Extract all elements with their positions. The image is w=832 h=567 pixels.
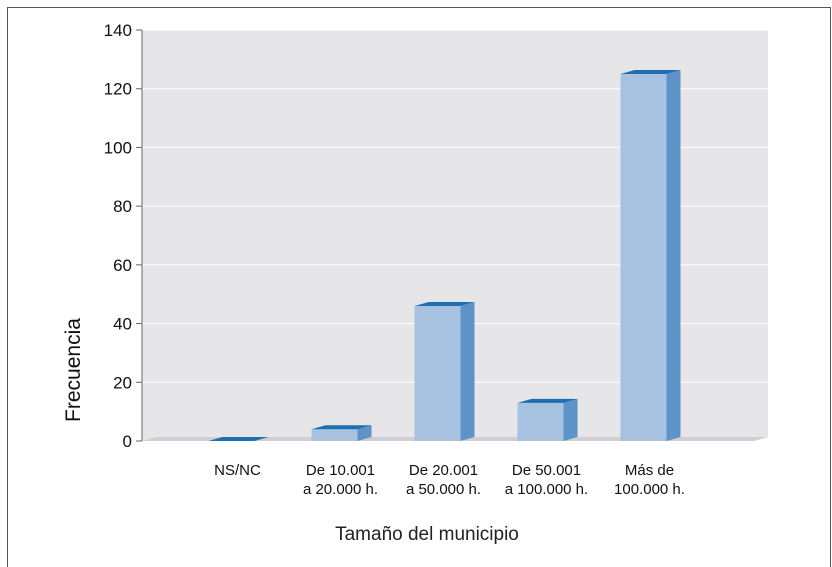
bar-side <box>357 425 372 441</box>
bar-front <box>620 74 667 442</box>
x-tick-label: 100.000 h. <box>614 481 685 498</box>
y-tick-label: 20 <box>113 373 132 392</box>
bar-front <box>414 305 461 441</box>
y-tick-label: 0 <box>123 432 132 451</box>
x-tick-label: NS/NC <box>214 462 261 479</box>
x-axis-tick-labels: NS/NC De 10.001 a 20.000 h. De 20.001 a 50.0… <box>214 462 685 498</box>
x-tick-label: Más de <box>625 462 674 479</box>
bar <box>208 437 269 441</box>
bar-side <box>666 70 681 442</box>
y-tick-label: 140 <box>104 21 132 40</box>
bars <box>208 70 681 442</box>
y-axis-label: Frecuencia <box>62 318 85 422</box>
bar-top <box>517 398 578 403</box>
bar <box>311 425 372 441</box>
bar-side <box>460 301 475 441</box>
bar <box>620 70 681 442</box>
y-tick-label: 120 <box>104 80 132 99</box>
y-tick-label: 80 <box>113 197 132 216</box>
bar <box>414 301 475 441</box>
bar-side <box>563 398 578 441</box>
bar-front <box>517 402 564 441</box>
bar-top <box>208 437 269 441</box>
plot-area <box>142 30 768 441</box>
y-tick-label: 40 <box>113 315 132 334</box>
x-tick-label: De 10.001 <box>306 462 375 479</box>
bar-top <box>414 301 475 306</box>
bar <box>517 398 578 441</box>
x-tick-label: a 50.000 h. <box>406 481 481 498</box>
y-tick-label: 100 <box>104 138 132 157</box>
x-tick-label: a 20.000 h. <box>303 481 378 498</box>
y-tick-label: 60 <box>113 256 132 275</box>
bar-front <box>311 429 358 441</box>
chart-frame <box>7 7 831 567</box>
x-tick-label: a 100.000 h. <box>505 481 588 498</box>
y-axis-ticks: 0 20 40 60 80 100 120 140 <box>104 21 142 451</box>
x-tick-label: De 50.001 <box>512 462 581 479</box>
bar-top <box>311 425 372 430</box>
x-tick-label: De 20.001 <box>409 462 478 479</box>
bar-top <box>620 70 681 75</box>
x-axis-label: Tamaño del municipio <box>335 524 519 545</box>
bar-chart: 0 20 40 60 80 100 120 140 NS/NC De 10.001 a 20.00… <box>62 21 768 545</box>
